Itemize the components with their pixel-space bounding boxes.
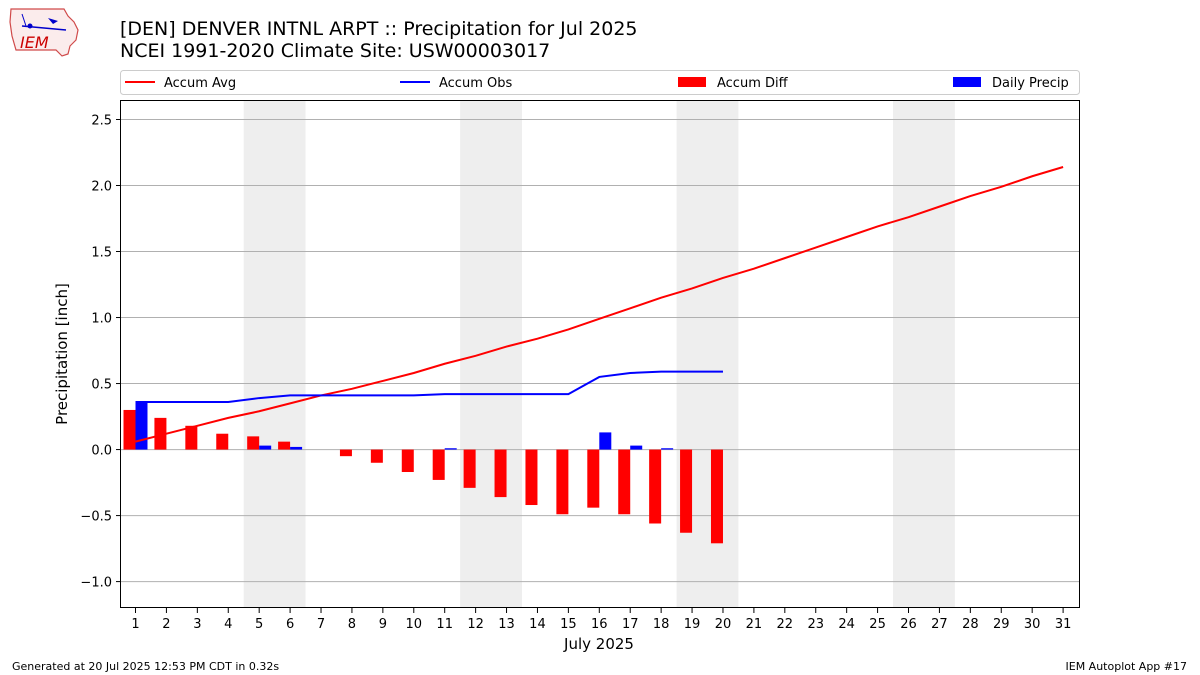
x-tick-label: 5	[255, 617, 263, 632]
x-tick-label: 14	[529, 617, 546, 632]
daily-precip-bar	[444, 448, 457, 450]
y-tick-label: −0.5	[80, 510, 112, 525]
axes: −1.0−0.50.00.51.01.52.02.51 2 3 4 5 6 7 8 9 10 11 1…	[80, 113, 1071, 632]
x-tick-label: 10	[406, 617, 423, 632]
title-line-2: NCEI 1991-2020 Climate Site: USW00003017	[120, 40, 551, 62]
weekend-band-2	[460, 101, 522, 608]
weekend-shading	[243, 101, 955, 608]
legend-swatch-diff	[678, 77, 706, 87]
accum-diff-bar	[154, 417, 167, 450]
legend-label-avg: Accum Avg	[164, 76, 236, 91]
legend-label-daily: Daily Precip	[992, 76, 1069, 91]
x-tick-label: 17	[622, 617, 639, 632]
y-tick-label: 1.0	[91, 312, 112, 327]
generated-timestamp: Generated at 20 Jul 2025 12:53 PM CDT in…	[12, 660, 280, 673]
x-tick-label: 2	[162, 617, 170, 632]
x-tick-label: 13	[498, 617, 515, 632]
x-tick-label: 9	[379, 617, 387, 632]
x-tick-label: 29	[993, 617, 1010, 632]
x-tick-label: 16	[591, 617, 608, 632]
y-tick-label: 2.5	[91, 113, 112, 128]
accum-diff-bar	[370, 449, 383, 463]
daily-precip-bar	[135, 402, 148, 450]
accum-diff-bar	[649, 449, 662, 524]
legend-label-obs: Accum Obs	[439, 76, 512, 91]
x-tick-label: 12	[467, 617, 484, 632]
x-tick-label: 27	[931, 617, 948, 632]
accum-diff-bar	[587, 449, 600, 508]
x-tick-label: 11	[436, 617, 453, 632]
accum-diff-bar	[432, 449, 445, 480]
accum-diff-bar	[123, 409, 136, 450]
accum-diff-bar	[463, 449, 476, 488]
y-axis-label: Precipitation [inch]	[53, 283, 71, 425]
chart-title: [DEN] DENVER INTNL ARPT :: Precipitation…	[120, 18, 638, 62]
legend-swatch-daily	[953, 77, 981, 87]
accum-diff-bar	[710, 449, 723, 544]
bars	[123, 402, 723, 544]
x-tick-label: 20	[715, 617, 732, 632]
legend-label-diff: Accum Diff	[717, 76, 789, 91]
daily-precip-bar	[599, 432, 612, 450]
y-tick-label: 0.5	[91, 378, 112, 393]
legend-box	[120, 70, 1080, 95]
x-tick-label: 22	[777, 617, 794, 632]
x-tick-label: 31	[1055, 617, 1072, 632]
x-tick-label: 3	[193, 617, 201, 632]
x-tick-label: 4	[224, 617, 232, 632]
x-tick-label: 25	[869, 617, 886, 632]
daily-precip-bar	[290, 446, 303, 450]
title-line-1: [DEN] DENVER INTNL ARPT :: Precipitation…	[120, 18, 638, 40]
x-tick-label: 21	[746, 617, 763, 632]
accum-diff-bar	[216, 433, 229, 450]
accum-diff-bar	[525, 449, 538, 506]
y-tick-label: 2.0	[91, 180, 112, 195]
x-tick-label: 24	[838, 617, 855, 632]
daily-precip-bar	[630, 445, 643, 450]
x-tick-label: 8	[348, 617, 356, 632]
x-tick-label: 19	[684, 617, 701, 632]
lines	[135, 166, 1064, 443]
weekend-band-4	[893, 101, 955, 608]
accum-diff-bar	[680, 449, 693, 533]
daily-precip-bar	[661, 448, 674, 450]
accum-diff-bar	[494, 449, 507, 498]
y-tick-label: 0.0	[91, 444, 112, 459]
accum-diff-bar	[401, 449, 414, 473]
accum-diff-bar	[556, 449, 569, 515]
accum-diff-bar	[185, 425, 198, 450]
x-tick-label: 6	[286, 617, 294, 632]
daily-precip-bar	[259, 445, 272, 450]
y-tick-label: 1.5	[91, 246, 112, 261]
x-tick-label: 15	[560, 617, 577, 632]
x-tick-label: 18	[653, 617, 670, 632]
accum-avg-line	[135, 166, 1064, 443]
accum-obs-line	[135, 370, 723, 404]
weekend-band-1	[243, 101, 306, 608]
logo-text: IEM	[20, 33, 49, 52]
iem-logo: IEM	[8, 6, 80, 58]
accum-diff-bar	[339, 449, 352, 457]
x-tick-label: 26	[900, 617, 917, 632]
accum-diff-bar	[247, 436, 260, 450]
legend: Accum Avg Accum Obs Accum Diff Daily Precip	[120, 70, 1080, 95]
accum-diff-bar	[278, 441, 291, 450]
x-tick-label: 30	[1024, 617, 1041, 632]
x-tick-label: 1	[131, 617, 139, 632]
x-axis-label: July 2025	[563, 635, 634, 653]
x-tick-label: 28	[962, 617, 979, 632]
plot-frame	[120, 100, 1080, 608]
y-tick-label: −1.0	[80, 576, 112, 591]
app-label: IEM Autoplot App #17	[1065, 660, 1188, 673]
x-tick-label: 7	[317, 617, 325, 632]
x-tick-label: 23	[807, 617, 824, 632]
accum-diff-bar	[618, 449, 631, 515]
